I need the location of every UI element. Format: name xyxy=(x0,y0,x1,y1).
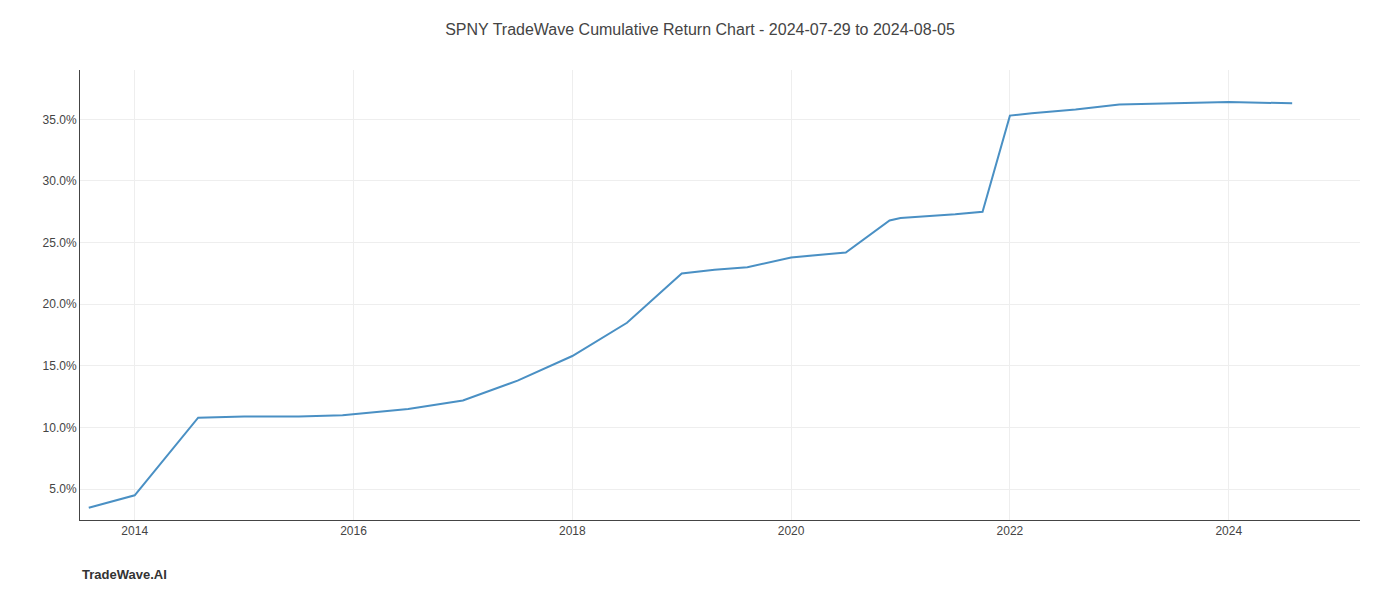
svg-text:5.0%: 5.0% xyxy=(49,482,77,496)
svg-text:25.0%: 25.0% xyxy=(43,236,77,250)
svg-text:2016: 2016 xyxy=(340,524,367,538)
svg-text:20.0%: 20.0% xyxy=(43,297,77,311)
svg-text:2022: 2022 xyxy=(997,524,1024,538)
svg-text:35.0%: 35.0% xyxy=(43,113,77,127)
svg-text:30.0%: 30.0% xyxy=(43,174,77,188)
svg-text:SPNY TradeWave Cumulative Retu: SPNY TradeWave Cumulative Return Chart -… xyxy=(445,21,955,38)
svg-text:2024: 2024 xyxy=(1215,524,1242,538)
svg-text:2014: 2014 xyxy=(121,524,148,538)
svg-text:TradeWave.AI: TradeWave.AI xyxy=(82,567,167,582)
svg-text:10.0%: 10.0% xyxy=(43,421,77,435)
svg-text:15.0%: 15.0% xyxy=(43,359,77,373)
svg-text:2020: 2020 xyxy=(778,524,805,538)
svg-text:2018: 2018 xyxy=(559,524,586,538)
